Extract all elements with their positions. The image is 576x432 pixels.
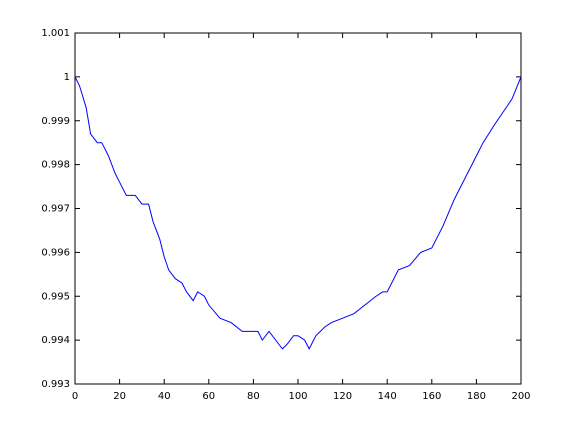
y-tick-label: 0.998 [41, 160, 70, 171]
x-tick-label: 20 [113, 391, 126, 402]
y-tick-label: 0.999 [41, 116, 70, 127]
y-tick-label: 0.996 [41, 247, 70, 258]
x-tick-label: 40 [158, 391, 171, 402]
x-tick-label: 140 [378, 391, 397, 402]
y-tick-label: 1.001 [41, 28, 70, 39]
y-tick-label: 1 [64, 72, 70, 83]
x-tick-label: 180 [467, 391, 486, 402]
y-tick-label: 0.997 [41, 204, 70, 215]
x-tick-label: 160 [422, 391, 441, 402]
x-tick-label: 80 [247, 391, 260, 402]
y-tick-label: 0.993 [41, 379, 70, 390]
x-tick-label: 120 [333, 391, 352, 402]
x-tick-label: 100 [288, 391, 307, 402]
y-tick-label: 0.994 [41, 335, 70, 346]
y-tick-label: 0.995 [41, 291, 70, 302]
x-tick-label: 0 [72, 391, 78, 402]
x-tick-label: 60 [202, 391, 215, 402]
x-tick-label: 200 [511, 391, 530, 402]
line [74, 76, 522, 351]
plot-box [74, 32, 522, 385]
